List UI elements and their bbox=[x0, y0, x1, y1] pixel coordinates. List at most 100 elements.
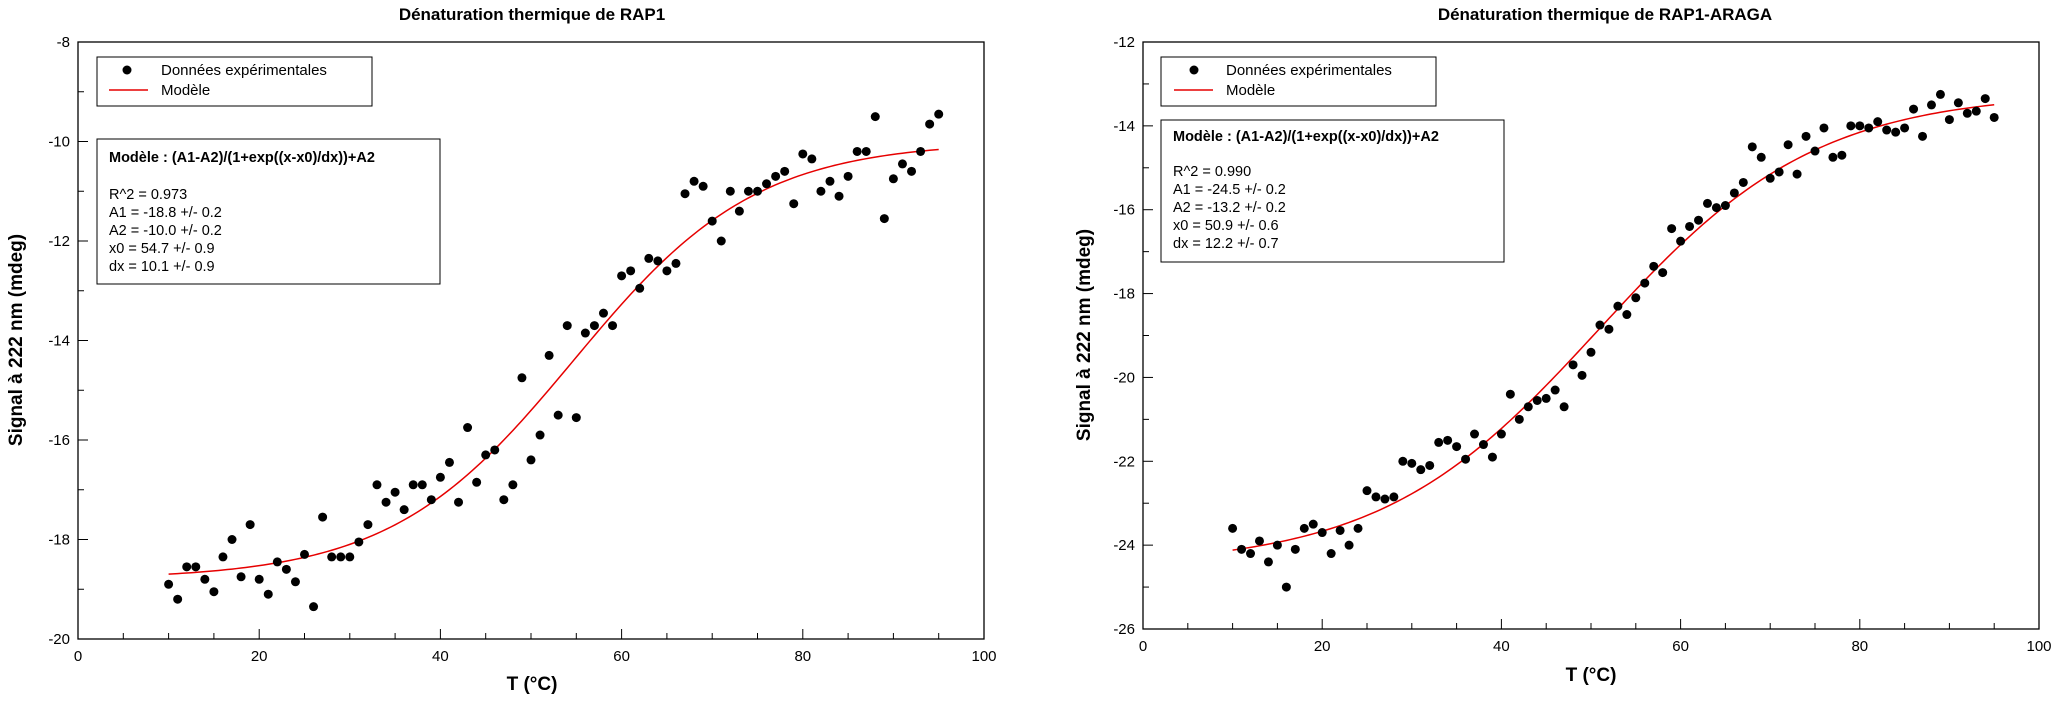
data-point bbox=[508, 480, 517, 489]
data-point bbox=[1578, 371, 1587, 380]
data-point bbox=[182, 562, 191, 571]
data-point bbox=[880, 214, 889, 223]
data-point bbox=[1784, 140, 1793, 149]
data-point bbox=[1380, 495, 1389, 504]
x-axis: 0 20 40 60 80 100 bbox=[1139, 619, 2052, 655]
data-point bbox=[327, 552, 336, 561]
x-tick-label: 20 bbox=[1314, 638, 1331, 655]
data-point bbox=[209, 587, 218, 596]
data-point bbox=[1246, 549, 1255, 558]
data-point bbox=[744, 187, 753, 196]
data-point bbox=[1389, 492, 1398, 501]
data-point bbox=[1452, 442, 1461, 451]
data-point bbox=[608, 321, 617, 330]
data-point bbox=[1631, 293, 1640, 302]
data-point bbox=[907, 167, 916, 176]
data-point bbox=[671, 259, 680, 268]
data-point bbox=[237, 572, 246, 581]
data-point bbox=[635, 284, 644, 293]
legend-label-model: Modèle bbox=[1226, 82, 1275, 99]
data-point bbox=[1228, 524, 1237, 533]
fit-param-a1: A1 = -24.5 +/- 0.2 bbox=[1173, 182, 1286, 198]
y-tick-label: -24 bbox=[1113, 537, 1135, 554]
x-tick-label: 100 bbox=[2026, 638, 2051, 655]
data-point bbox=[1766, 174, 1775, 183]
data-point bbox=[1461, 455, 1470, 464]
data-point bbox=[1864, 123, 1873, 132]
x-axis: 0 20 40 60 80 100 bbox=[74, 629, 997, 665]
chart-rap1: Dénaturation thermique de RAP1 -20 -18 -16… bbox=[6, 5, 997, 695]
data-point bbox=[1613, 302, 1622, 311]
y-tick-label: -20 bbox=[1113, 369, 1135, 386]
data-point bbox=[454, 498, 463, 507]
data-point bbox=[1515, 415, 1524, 424]
data-point bbox=[572, 413, 581, 422]
legend-label-data: Données expérimentales bbox=[161, 62, 327, 79]
data-point bbox=[1658, 268, 1667, 277]
fit-r2: R^2 = 0.973 bbox=[109, 187, 187, 203]
legend-label-model: Modèle bbox=[161, 82, 210, 99]
data-point bbox=[717, 237, 726, 246]
data-point bbox=[273, 557, 282, 566]
data-point bbox=[662, 266, 671, 275]
y-axis-label: Signal à 222 nm (mdeg) bbox=[6, 234, 27, 446]
data-point bbox=[653, 256, 662, 265]
x-tick-label: 100 bbox=[971, 648, 996, 665]
data-point bbox=[1595, 321, 1604, 330]
data-point bbox=[1371, 492, 1380, 501]
data-point bbox=[1775, 167, 1784, 176]
data-point bbox=[581, 329, 590, 338]
data-point bbox=[1640, 279, 1649, 288]
data-point bbox=[762, 179, 771, 188]
data-point bbox=[173, 595, 182, 604]
data-point bbox=[1336, 526, 1345, 535]
data-point bbox=[617, 271, 626, 280]
data-point bbox=[1264, 557, 1273, 566]
data-point bbox=[1354, 524, 1363, 533]
data-point bbox=[200, 575, 209, 584]
data-point bbox=[1291, 545, 1300, 554]
legend-marker-data bbox=[123, 66, 132, 75]
data-point bbox=[1945, 115, 1954, 124]
legend: Données expérimentales Modèle bbox=[97, 57, 372, 106]
y-tick-label: -26 bbox=[1113, 621, 1135, 638]
data-point bbox=[1936, 90, 1945, 99]
data-point bbox=[681, 189, 690, 198]
data-point bbox=[934, 110, 943, 119]
data-point bbox=[1990, 113, 1999, 122]
y-tick-label: -14 bbox=[48, 333, 70, 350]
data-point bbox=[1909, 105, 1918, 114]
x-axis-label: T (°C) bbox=[1566, 665, 1617, 686]
legend-label-data: Données expérimentales bbox=[1226, 62, 1392, 79]
data-point bbox=[218, 552, 227, 561]
data-point bbox=[1730, 188, 1739, 197]
data-point bbox=[554, 411, 563, 420]
data-point bbox=[318, 513, 327, 522]
data-point bbox=[1237, 545, 1246, 554]
data-point bbox=[1837, 151, 1846, 160]
fit-param-dx: dx = 10.1 +/- 0.9 bbox=[109, 259, 215, 275]
data-point bbox=[1685, 222, 1694, 231]
data-point bbox=[409, 480, 418, 489]
data-point bbox=[862, 147, 871, 156]
data-point bbox=[1954, 98, 1963, 107]
legend: Données expérimentales Modèle bbox=[1161, 57, 1436, 106]
fit-equation: Modèle : (A1-A2)/(1+exp((x-x0)/dx))+A2 bbox=[109, 150, 375, 166]
y-tick-label: -16 bbox=[48, 432, 70, 449]
data-point bbox=[1587, 348, 1596, 357]
data-point bbox=[1560, 402, 1569, 411]
plot-frame bbox=[78, 42, 984, 639]
data-point bbox=[1918, 132, 1927, 141]
data-point bbox=[789, 199, 798, 208]
data-point bbox=[336, 552, 345, 561]
data-point bbox=[536, 431, 545, 440]
data-point bbox=[1748, 142, 1757, 151]
data-point bbox=[1416, 465, 1425, 474]
data-point bbox=[309, 602, 318, 611]
fit-parameters-box: Modèle : (A1-A2)/(1+exp((x-x0)/dx))+A2 R… bbox=[97, 139, 440, 284]
data-point bbox=[463, 423, 472, 432]
x-tick-label: 40 bbox=[432, 648, 449, 665]
data-point bbox=[1273, 541, 1282, 550]
data-point bbox=[1703, 199, 1712, 208]
x-tick-label: 80 bbox=[794, 648, 811, 665]
